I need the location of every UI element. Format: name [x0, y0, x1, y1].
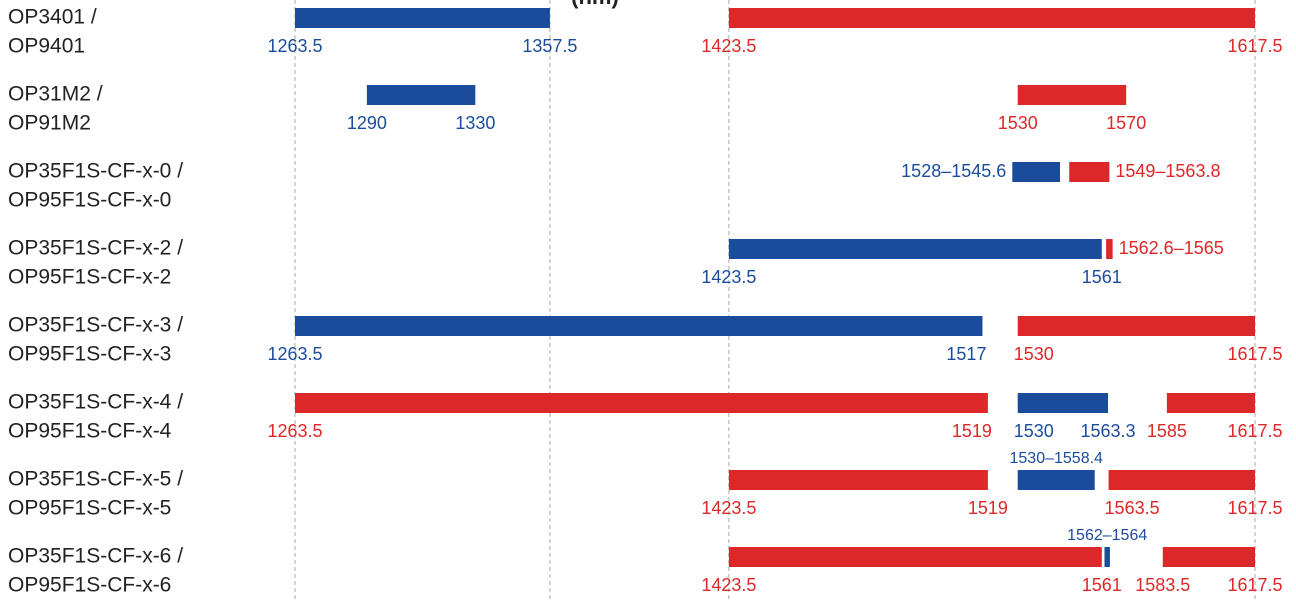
row-label: OP95F1S-CF-x-6: [8, 574, 171, 597]
row-label: OP35F1S-CF-x-2 /: [8, 237, 183, 260]
range-bar: [366, 85, 476, 105]
row-label: OP95F1S-CF-x-0: [8, 189, 171, 212]
row-label: OP95F1S-CF-x-5: [8, 497, 171, 520]
row-label: OP95F1S-CF-x-4: [8, 420, 172, 443]
range-label: 1530–1558.4: [1010, 450, 1104, 467]
range-start-label: 1263.5: [267, 421, 322, 441]
range-bar: [1106, 239, 1113, 259]
range-bar: [728, 470, 988, 490]
range-bar: [295, 8, 550, 28]
row-label: OP35F1S-CF-x-3 /: [8, 314, 183, 337]
range-end-label: 1517: [946, 344, 986, 364]
range-start-label: 1583.5: [1135, 575, 1190, 595]
row-label: OP31M2 /: [8, 83, 103, 106]
range-start-label: 1563.5: [1105, 498, 1160, 518]
range-bar: [1012, 162, 1061, 182]
range-bar: [295, 316, 983, 336]
range-bar: [1017, 470, 1095, 490]
range-end-label: 1519: [952, 421, 992, 441]
range-end-label: 1519: [968, 498, 1008, 518]
range-start-label: 1530: [1014, 344, 1054, 364]
row-label: OP9401: [8, 35, 85, 58]
range-start-label: 1263.5: [267, 344, 322, 364]
range-bar: [1104, 547, 1110, 567]
row-label: OP3401 /: [8, 6, 97, 29]
row-label: OP95F1S-CF-x-3: [8, 343, 171, 366]
range-label: 1562.6–1565: [1119, 238, 1224, 258]
range-bar: [1162, 547, 1255, 567]
range-bar: [728, 547, 1102, 567]
range-end-label: 1570: [1106, 113, 1146, 133]
range-bar: [728, 8, 1255, 28]
range-end-label: 1563.3: [1080, 421, 1135, 441]
row-label: OP35F1S-CF-x-4 /: [8, 391, 183, 414]
range-start-label: 1290: [347, 113, 387, 133]
range-start-label: 1423.5: [701, 267, 756, 287]
range-end-label: 1357.5: [522, 36, 577, 56]
row-label: OP35F1S-CF-x-6 /: [8, 545, 183, 568]
range-end-label: 1617.5: [1227, 498, 1282, 518]
range-bar: [1108, 470, 1255, 490]
row-label: OP91M2: [8, 112, 91, 135]
range-bar: [1017, 316, 1255, 336]
range-end-label: 1617.5: [1227, 575, 1282, 595]
range-start-label: 1423.5: [701, 36, 756, 56]
range-bar: [1069, 162, 1110, 182]
range-start-label: 1585: [1147, 421, 1187, 441]
range-end-label: 1330: [455, 113, 495, 133]
range-bar: [1017, 85, 1127, 105]
row-label: OP35F1S-CF-x-0 /: [8, 160, 183, 183]
range-bar: [1017, 393, 1109, 413]
row-label: OP95F1S-CF-x-2: [8, 266, 171, 289]
range-end-label: 1617.5: [1227, 421, 1282, 441]
range-bar: [295, 393, 988, 413]
range-end-label: 1617.5: [1227, 344, 1282, 364]
row-label: OP35F1S-CF-x-5 /: [8, 468, 183, 491]
range-label: 1528–1545.6: [901, 161, 1006, 181]
range-label: 1562–1564: [1067, 527, 1147, 544]
range-start-label: 1530: [998, 113, 1038, 133]
range-label: 1549–1563.8: [1115, 161, 1220, 181]
range-start-label: 1423.5: [701, 498, 756, 518]
range-bar: [728, 239, 1102, 259]
range-end-label: 1561: [1082, 267, 1122, 287]
range-end-label: 1617.5: [1227, 36, 1282, 56]
unit-label: (nm): [571, 0, 619, 9]
range-start-label: 1530: [1014, 421, 1054, 441]
range-end-label: 1561: [1082, 575, 1122, 595]
range-bar: [1166, 393, 1255, 413]
range-start-label: 1263.5: [267, 36, 322, 56]
range-start-label: 1423.5: [701, 575, 756, 595]
